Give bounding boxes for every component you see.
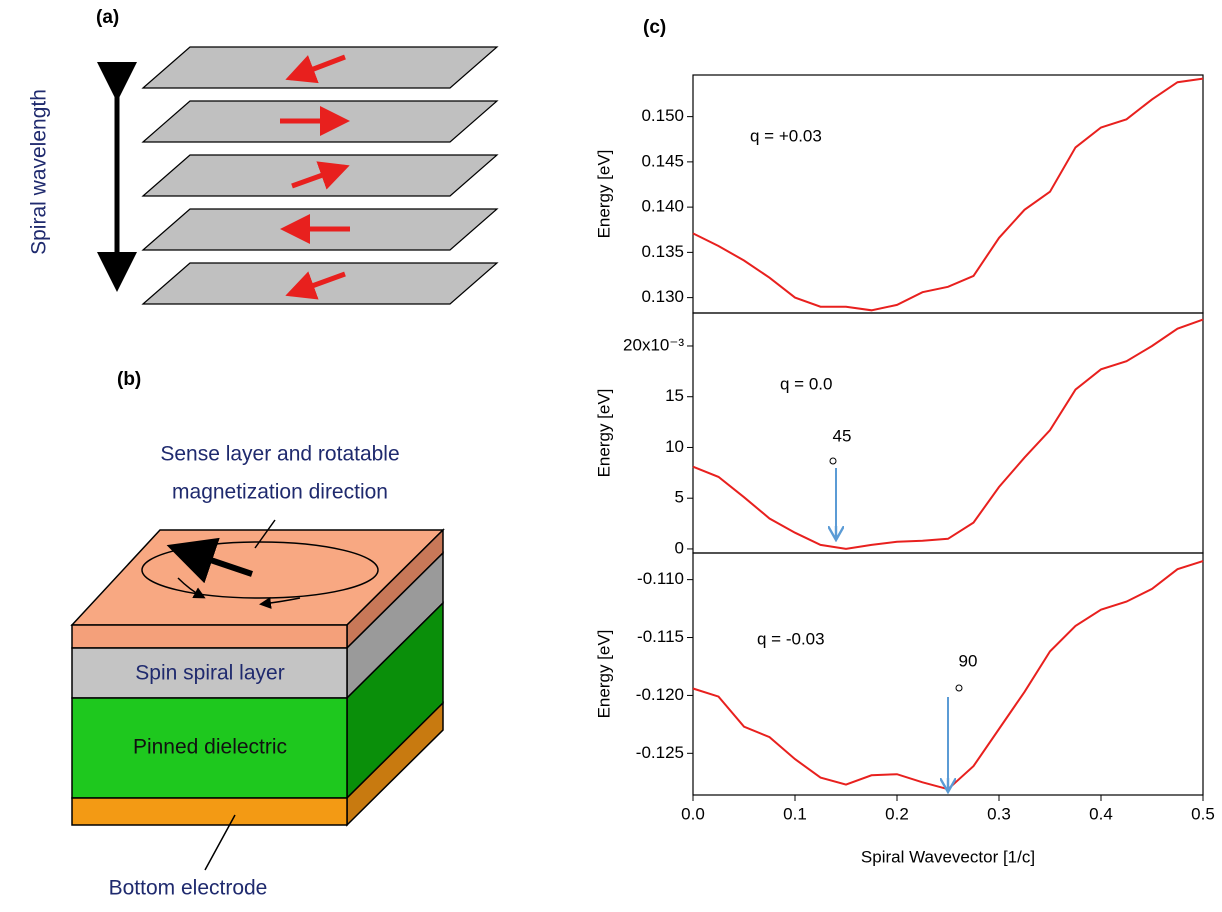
x-axis-label: Spiral Wavevector [1/c] [861, 847, 1035, 866]
device [70, 519, 445, 871]
annotation: q = -0.03 [757, 629, 825, 648]
x-tick-label: 0.0 [681, 804, 705, 823]
y-tick-label: 0.130 [641, 287, 684, 306]
panel-label: (a) [96, 7, 119, 28]
x-tick-label: 0.3 [987, 804, 1011, 823]
y-tick-label: 0.135 [641, 242, 684, 261]
y-tick-label: -0.115 [637, 627, 684, 646]
marker-label: 90 [959, 651, 978, 670]
y-axis-label: Energy [eV] [594, 389, 613, 478]
x-tick-label: 0.4 [1089, 804, 1113, 823]
y-tick-label: 0.150 [641, 106, 684, 125]
label: Bottom electrode [109, 877, 268, 900]
y-tick-label: -0.120 [636, 685, 684, 704]
x-tick-label: 0.2 [885, 804, 909, 823]
x-tick-label: 0.5 [1191, 804, 1215, 823]
panel-label: (b) [117, 369, 141, 390]
y-axis-label: Energy [eV] [594, 630, 613, 719]
y-tick-label: -0.110 [637, 569, 684, 588]
y-tick-label: 15 [665, 386, 684, 405]
label: Spin spiral layer [135, 662, 284, 685]
marker-circle [829, 457, 837, 465]
curve [692, 318, 1204, 550]
panel-label: (c) [643, 17, 666, 38]
marker-label: 45 [833, 426, 852, 445]
curve [692, 77, 1204, 312]
spin-arrows [280, 54, 350, 300]
plot-frame [692, 312, 1204, 554]
y-axis-label: Energy [eV] [594, 150, 613, 239]
y-tick-label: -0.125 [636, 743, 684, 762]
axis-text: Spiral wavelength [28, 89, 51, 255]
y-tick-label: 20x10⁻³ [623, 335, 684, 354]
plot-frame [692, 552, 1204, 796]
label: Sense layer and rotatable [160, 443, 399, 466]
annotation: q = 0.0 [780, 374, 832, 393]
annotation: q = +0.03 [750, 126, 822, 145]
label: magnetization direction [172, 481, 388, 504]
y-tick-label: 0.145 [641, 151, 684, 170]
x-tick-label: 0.1 [783, 804, 807, 823]
marker-circle [955, 684, 963, 692]
label: Pinned dielectric [133, 736, 287, 759]
y-tick-label: 0 [675, 538, 684, 557]
y-tick-label: 5 [675, 488, 684, 507]
y-tick-label: 0.140 [641, 197, 684, 216]
y-tick-label: 10 [665, 437, 684, 456]
